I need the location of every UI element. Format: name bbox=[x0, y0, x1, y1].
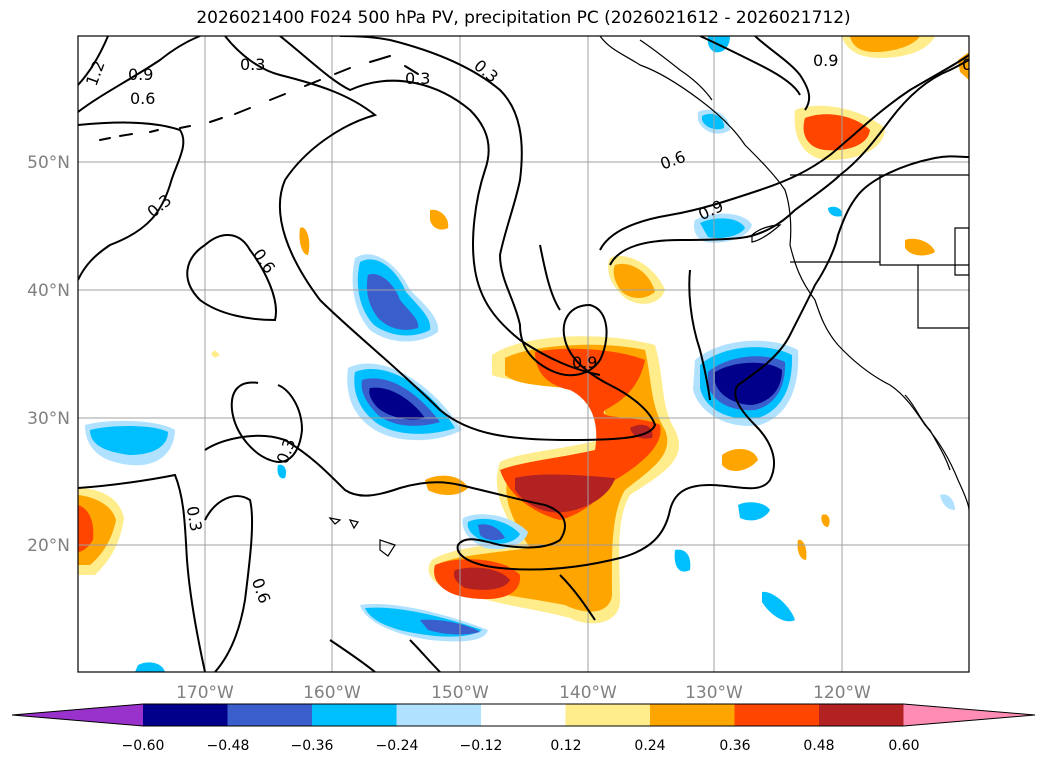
lon-tick-label: 160°W bbox=[303, 683, 361, 703]
map-panel: 1.2 0.9 0.6 0.3 0.3 0.3 0.3 0.6 0.9 0.6 … bbox=[78, 36, 987, 672]
lat-tick-label: 50°N bbox=[27, 153, 70, 173]
colorbar-tick-label: 0.48 bbox=[803, 738, 834, 754]
colorbar-segment bbox=[227, 704, 313, 726]
contour-label: 0.6 bbox=[130, 89, 155, 108]
aleutian-islands bbox=[99, 55, 419, 141]
lon-tick-label: 150°W bbox=[431, 683, 489, 703]
colorbar-segment bbox=[312, 704, 397, 726]
lon-tick-label: 170°W bbox=[176, 683, 234, 703]
contour-label: 0.9 bbox=[813, 51, 838, 70]
colorbar-tick-label: 0.24 bbox=[634, 738, 665, 754]
colorbar-segment bbox=[396, 704, 482, 726]
colorbar-extend-high bbox=[903, 704, 1035, 726]
colorbar-tick-label: −0.60 bbox=[122, 738, 165, 754]
contour-label: 0.3 bbox=[240, 55, 265, 74]
colorbar-segment bbox=[481, 704, 566, 726]
colorbar bbox=[11, 703, 1036, 727]
contour-label: 0.9 bbox=[572, 353, 597, 372]
lat-tick-label: 40°N bbox=[27, 281, 70, 301]
colorbar-segment bbox=[734, 704, 820, 726]
pv-contours bbox=[78, 36, 969, 672]
lon-tick-label: 140°W bbox=[559, 683, 617, 703]
graticule bbox=[78, 36, 969, 672]
lat-tick-label: 20°N bbox=[27, 536, 70, 556]
colorbar-tick-label: −0.36 bbox=[291, 738, 334, 754]
contour-label: 0.6 bbox=[962, 55, 987, 74]
colorbar-segment bbox=[565, 704, 651, 726]
colorbar-segment bbox=[650, 704, 735, 726]
colorbar-tick-label: −0.12 bbox=[460, 738, 503, 754]
contour-label: 0.3 bbox=[183, 505, 206, 533]
colorbar-tick-label: 0.36 bbox=[719, 738, 750, 754]
contour-label: 0.3 bbox=[405, 69, 430, 88]
coastlines bbox=[328, 36, 969, 557]
colorbar-tick-label: 0.60 bbox=[888, 738, 919, 754]
colorbar-tick-label: −0.24 bbox=[376, 738, 419, 754]
contour-label: 0.9 bbox=[128, 65, 153, 84]
map-frame bbox=[77, 35, 970, 673]
lon-tick-label: 130°W bbox=[685, 683, 743, 703]
lat-tick-label: 30°N bbox=[27, 409, 70, 429]
colorbar-outline bbox=[11, 703, 1036, 727]
colorbar-extend-low bbox=[12, 704, 143, 726]
colorbar-segment bbox=[143, 704, 228, 726]
map-title: 2026021400 F024 500 hPa PV, precipitatio… bbox=[196, 8, 851, 28]
colorbar-tick-label: 0.12 bbox=[550, 738, 581, 754]
lon-tick-label: 120°W bbox=[813, 683, 871, 703]
colorbar-tick-label: −0.48 bbox=[207, 738, 250, 754]
colorbar-segment bbox=[819, 704, 904, 726]
